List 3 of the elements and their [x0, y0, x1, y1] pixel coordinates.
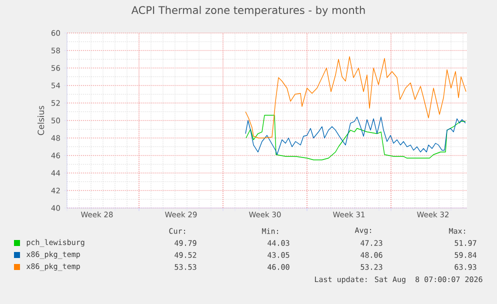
chart-title: ACPI Thermal zone temperatures - by month	[131, 6, 365, 16]
line-series	[245, 56, 466, 138]
y-axis-title: Celsius	[38, 106, 44, 136]
